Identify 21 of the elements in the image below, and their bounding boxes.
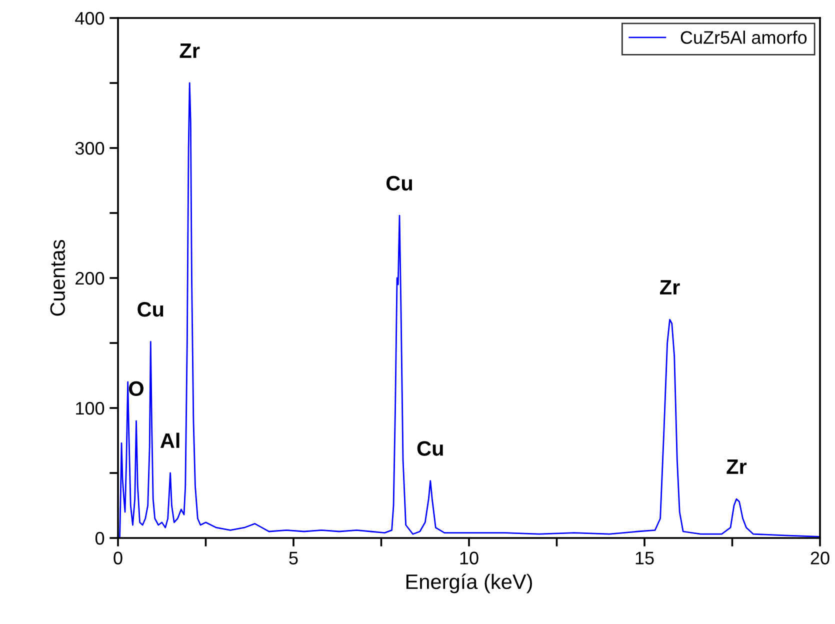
annotation: Al (160, 432, 180, 448)
y-axis-title: Cuentas (50, 240, 66, 316)
y-tick-label: 100 (76, 402, 104, 415)
y-tick-label: 300 (75, 142, 104, 155)
y-tick-label: 400 (75, 12, 104, 25)
x-tick-label: 10 (460, 552, 478, 564)
annotation: Cu (138, 302, 164, 317)
annotation: Zr (726, 460, 747, 474)
x-axis-title: Energía (keV) (406, 574, 532, 594)
annotation: Zr (180, 44, 200, 58)
x-tick-label: 0 (114, 552, 122, 564)
y-tick-label: 0 (95, 532, 104, 545)
annotation: Cu (417, 441, 443, 456)
annotation: Zr (660, 280, 680, 294)
legend-label: CuZr5Al amorfo (680, 30, 807, 44)
annotation: Cu (386, 176, 412, 191)
x-tick-label: 5 (289, 552, 298, 564)
y-tick-label: 200 (76, 272, 104, 285)
x-tick-label: 20 (810, 552, 830, 564)
x-tick-label: 15 (636, 552, 654, 564)
annotation: O (129, 381, 144, 396)
